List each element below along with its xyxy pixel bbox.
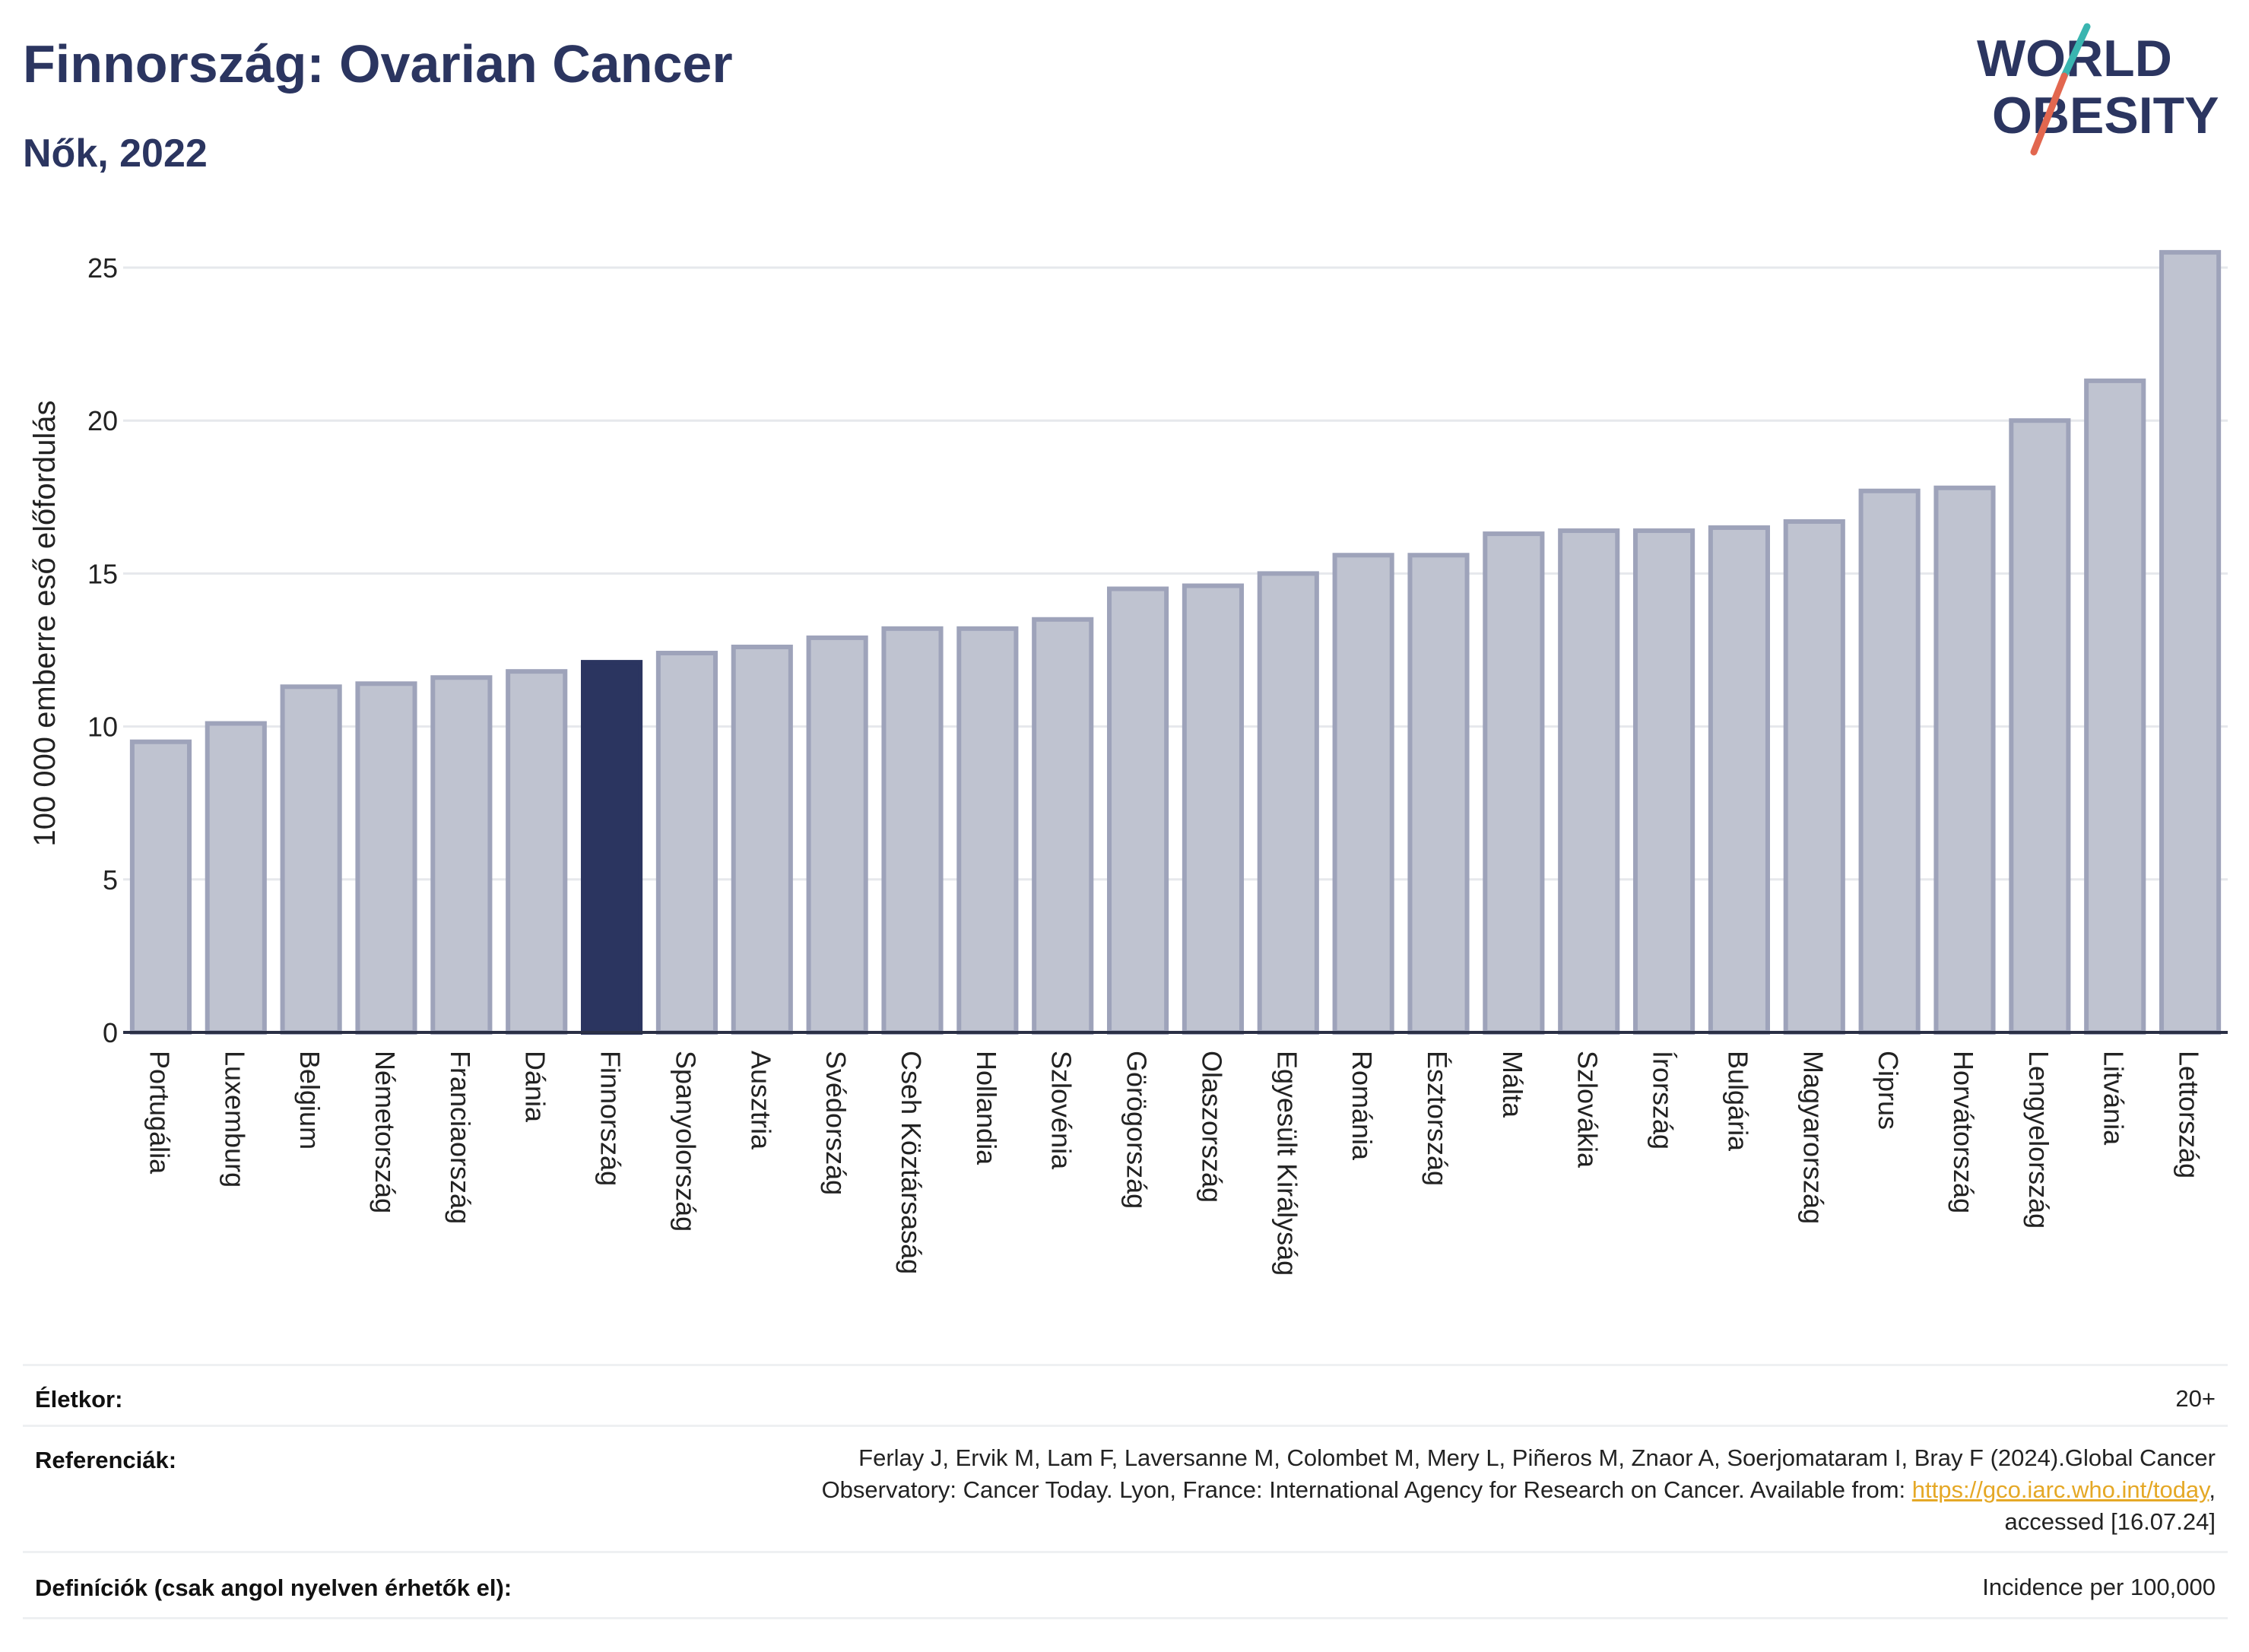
bar-Olaszország — [1182, 583, 1244, 1035]
x-tick-label: Szlovákia — [1572, 1051, 1603, 1168]
x-tick-label: Franciaország — [445, 1051, 476, 1224]
bar-Lengyelország — [2009, 418, 2071, 1035]
bar-Cseh Köztársaság — [881, 626, 944, 1035]
bar-Dánia — [506, 669, 568, 1035]
x-tick-label: Horvátország — [1948, 1051, 1979, 1213]
x-tick-label: Írország — [1648, 1051, 1679, 1149]
x-tick-label: Luxemburg — [219, 1051, 250, 1187]
bar-chart: 0 5 10 15 20 25 Portugália Luxemburg Belgium Ném… — [28, 249, 2228, 1276]
bars — [123, 249, 2228, 1035]
bar-Belgium — [280, 684, 342, 1035]
bar-Románia — [1332, 553, 1394, 1035]
bar-Írország — [1633, 528, 1695, 1035]
bar-Ciprus — [1858, 488, 1921, 1035]
x-tick-label: Finnország — [595, 1051, 626, 1186]
y-tick-label: 0 — [103, 1017, 118, 1048]
bar-Bulgária — [1708, 525, 1770, 1035]
logo-slash-bottom — [2030, 72, 2068, 156]
age-value: 20+ — [2175, 1385, 2216, 1412]
definitions-label: Definíciók (csak angol nyelven érhetők e… — [35, 1574, 512, 1601]
logo-slash-top — [2060, 23, 2091, 80]
references-label: Referenciák: — [35, 1447, 177, 1473]
references-line-2-text: Observatory: Cancer Today. Lyon, France:… — [821, 1476, 1912, 1503]
references-line-2-end: , — [2209, 1476, 2216, 1503]
x-tick-label: Ausztria — [745, 1051, 776, 1150]
bar-Franciaország — [430, 675, 493, 1035]
bar-Németország — [355, 681, 417, 1035]
y-axis-label: 100 000 emberre eső előfordulás — [28, 400, 62, 846]
x-tick-label: Olaszország — [1196, 1051, 1227, 1203]
definitions-value: Incidence per 100,000 — [1982, 1574, 2216, 1600]
y-tick-label: 5 — [103, 864, 118, 896]
x-tick-label: Belgium — [294, 1051, 325, 1149]
bar-Svédország — [806, 635, 868, 1035]
x-tick-label: Románia — [1347, 1051, 1378, 1161]
bar-Lettország — [2159, 249, 2222, 1035]
references-line-1: Ferlay J, Ervik M, Lam F, Laversanne M, … — [858, 1444, 2216, 1471]
bar-Egyesült Királyság — [1257, 571, 1319, 1035]
bar-Horvátország — [1933, 485, 1996, 1035]
x-tick-label: Portugália — [144, 1051, 175, 1175]
age-label: Életkor: — [35, 1386, 123, 1413]
x-tick-label: Szlovénia — [1046, 1051, 1077, 1170]
x-tick-label: Hollandia — [971, 1051, 1002, 1165]
bar-Spanyolország — [655, 651, 718, 1035]
x-tick-label: Litvánia — [2098, 1051, 2130, 1146]
bar-Luxemburg — [205, 721, 267, 1035]
definitions-row: Definíciók (csak angol nyelven érhetők e… — [23, 1551, 2228, 1619]
y-tick-label: 20 — [87, 405, 118, 436]
bar-Finnország — [581, 660, 643, 1035]
y-tick-label: 15 — [87, 558, 118, 589]
x-tick-label: Görögország — [1121, 1051, 1153, 1209]
references-link[interactable]: https://gco.iarc.who.int/today — [1911, 1476, 2209, 1503]
bar-Ausztria — [731, 644, 793, 1035]
x-tick-label: Svédország — [820, 1051, 852, 1195]
x-tick-label: Dánia — [520, 1051, 551, 1123]
bar-Hollandia — [956, 626, 1019, 1035]
y-tick-labels: 0 5 10 15 20 25 — [87, 252, 118, 1048]
bar-Észtország — [1407, 553, 1470, 1035]
bar-Magyarország — [1783, 518, 1845, 1035]
x-tick-label: Lettország — [2174, 1051, 2205, 1178]
world-obesity-logo: WORLD OBESITY — [1977, 23, 2219, 156]
x-tick-labels: Portugália Luxemburg Belgium Németország Fra… — [144, 1051, 2204, 1276]
x-tick-label: Bulgária — [1722, 1051, 1753, 1152]
bar-Málta — [1483, 531, 1545, 1035]
x-tick-label: Málta — [1497, 1051, 1528, 1118]
x-tick-label: Észtország — [1422, 1051, 1453, 1186]
bar-Szlovákia — [1558, 528, 1620, 1035]
logo-word-obesity: OBESITY — [1992, 87, 2219, 144]
references-line-2: Observatory: Cancer Today. Lyon, France:… — [822, 1474, 2216, 1506]
x-tick-label: Spanyolország — [670, 1051, 701, 1232]
bar-Litvánia — [2084, 378, 2146, 1035]
x-tick-label: Cseh Köztársaság — [896, 1051, 927, 1274]
x-tick-label: Magyarország — [1797, 1051, 1829, 1224]
bar-Szlovénia — [1032, 617, 1094, 1035]
page-title: Finnország: Ovarian Cancer — [23, 34, 733, 94]
x-tick-label: Lengyelország — [2023, 1051, 2054, 1229]
references-line-3: accessed [16.07.24] — [2004, 1508, 2216, 1535]
page-subtitle: Nők, 2022 — [23, 132, 208, 176]
references-text: Ferlay J, Ervik M, Lam F, Laversanne M, … — [822, 1442, 2216, 1538]
x-tick-label: Németország — [370, 1051, 401, 1213]
references-row: Referenciák: Ferlay J, Ervik M, Lam F, L… — [23, 1425, 2228, 1553]
x-tick-label: Ciprus — [1873, 1051, 1904, 1130]
age-row: Életkor: 20+ — [23, 1364, 2228, 1427]
bar-Görögország — [1107, 586, 1169, 1035]
x-tick-label: Egyesült Királyság — [1271, 1051, 1302, 1276]
bar-Portugália — [129, 739, 192, 1035]
y-tick-label: 25 — [87, 252, 118, 284]
y-tick-label: 10 — [87, 712, 118, 743]
